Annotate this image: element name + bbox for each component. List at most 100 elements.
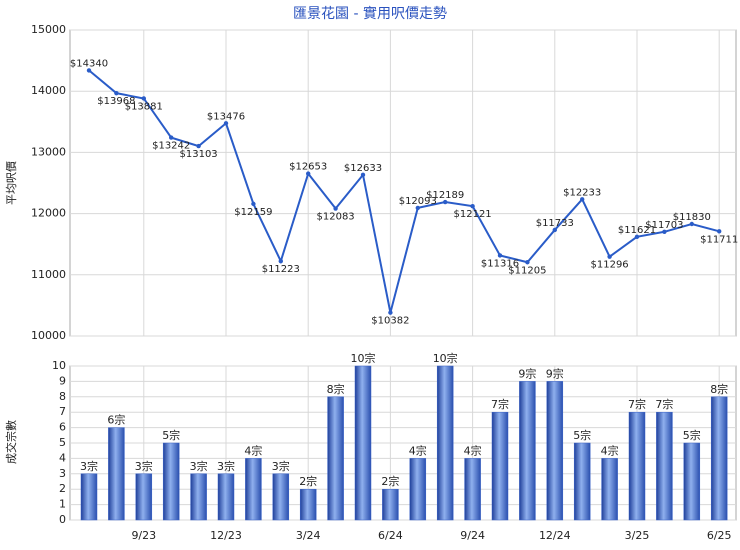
value-label: $13103 [180,149,218,160]
value-label: $11296 [591,260,629,271]
value-label: $11223 [262,264,300,275]
value-label: $12189 [426,190,464,201]
point [607,254,612,259]
bar [135,473,153,521]
bar [299,488,317,521]
value-label: $12633 [344,163,382,174]
value-label: 4宗 [409,443,427,457]
bar [491,411,509,521]
point [169,135,174,140]
value-label: 7宗 [491,397,509,411]
value-label: 8宗 [710,382,728,396]
bar [382,488,399,521]
y-axis-label: 平均呎價 [4,161,18,205]
point [497,253,503,258]
value-label: 3宗 [190,459,208,473]
value-label: 3宗 [217,459,235,473]
bar [409,458,427,521]
chart-title: 匯景花園 - 實用呎價走勢 [293,5,447,22]
bar [190,473,207,521]
value-label: 8宗 [327,382,345,396]
value-label: 9宗 [518,366,536,380]
value-label: 4宗 [464,443,482,457]
y-tick-label: 4 [59,451,66,464]
value-label: 4宗 [601,443,619,457]
bar [327,396,344,521]
bar [245,458,262,521]
x-tick-label: 9/24 [460,529,485,542]
point [689,221,694,227]
value-label: 5宗 [573,428,591,442]
value-label: 4宗 [244,443,262,457]
point [223,121,229,126]
value-label: $11733 [536,218,574,229]
x-tick-label: 12/24 [539,529,571,542]
point [306,171,311,176]
point [470,203,475,209]
y-tick-label: 5 [59,436,66,449]
bar [162,442,180,521]
bar [80,473,98,521]
y-tick-label: 8 [59,390,66,403]
point [196,143,201,149]
value-label: 7宗 [655,397,673,411]
value-label: 2宗 [381,474,399,488]
bar [217,473,235,521]
y-tick-label: 12000 [31,207,66,220]
value-label: $10382 [371,316,409,327]
point [360,172,366,178]
y-tick-label: 2 [59,482,66,495]
point [415,205,420,211]
point [525,260,530,265]
value-label: $11205 [508,265,546,276]
point [86,68,92,73]
value-label: $12083 [317,212,355,223]
point [634,234,640,239]
point [141,96,146,101]
y-tick-label: 10 [52,359,66,372]
value-label: 5宗 [162,428,180,442]
y-tick-label: 14000 [31,84,66,97]
value-label: $12093 [399,196,437,207]
value-label: 3宗 [80,459,98,473]
point [251,201,256,207]
value-label: $13476 [207,111,245,122]
x-tick-label: 6/24 [378,529,403,542]
x-tick-label: 6/25 [707,529,732,542]
value-label: $11830 [673,212,711,223]
line [88,69,720,313]
value-label: 10宗 [351,351,376,365]
y-tick-label: 0 [59,513,66,526]
bar [546,381,564,521]
bar [464,458,481,521]
value-label: $13242 [152,141,190,152]
bar [683,442,701,521]
x-tick-label: 12/23 [210,529,242,542]
value-label: $11621 [618,225,656,236]
value-label: $12233 [563,187,601,198]
value-label: $12653 [289,162,327,173]
value-label: 2宗 [299,474,317,488]
point [443,199,448,205]
value-label: $13968 [97,96,135,107]
value-label: $14340 [70,58,108,69]
bar [601,458,618,521]
bar [272,473,290,521]
point [333,206,338,211]
y-tick-label: 9 [59,374,66,387]
point [717,229,722,234]
value-label: 10宗 [433,351,458,365]
point [278,258,283,264]
bar [710,396,728,521]
value-label: 3宗 [135,459,153,473]
point [580,197,585,202]
bar [436,365,454,521]
x-tick-label: 3/25 [625,529,650,542]
y-tick-label: 7 [59,405,66,418]
y-tick-label: 6 [59,421,66,434]
bar [573,442,591,521]
y-tick-label: 15000 [31,23,66,36]
y-tick-label: 13000 [31,145,66,158]
value-label: 6宗 [107,413,125,427]
